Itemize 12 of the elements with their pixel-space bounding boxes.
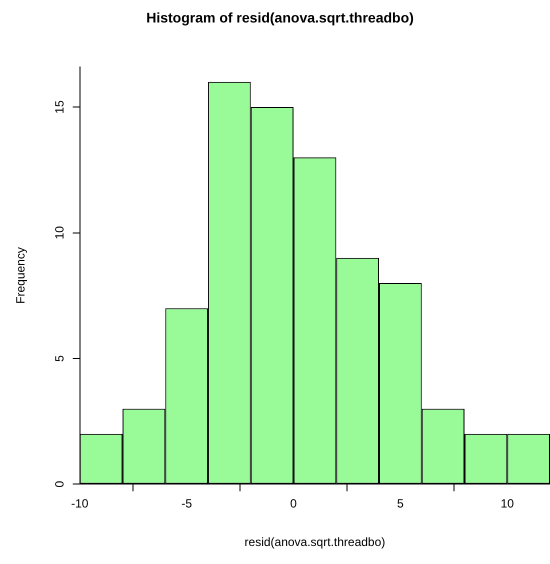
x-tick-label: 5 bbox=[397, 496, 404, 511]
x-tick-label: 10 bbox=[500, 496, 514, 511]
x-tick-label: -5 bbox=[181, 496, 192, 511]
x-tick-label: -10 bbox=[71, 496, 89, 511]
y-tick-label: 15 bbox=[52, 100, 66, 114]
x-tick-label: 0 bbox=[290, 496, 298, 511]
y-axis-title: Frequency bbox=[14, 247, 28, 304]
y-tick-label: 5 bbox=[52, 354, 66, 362]
chart-title: Histogram of resid(anova.sqrt.threadbo) bbox=[146, 9, 414, 26]
y-tick-label: 10 bbox=[52, 226, 66, 240]
x-axis-title: resid(anova.sqrt.threadbo) bbox=[244, 535, 386, 550]
y-tick-label: 0 bbox=[52, 480, 66, 488]
